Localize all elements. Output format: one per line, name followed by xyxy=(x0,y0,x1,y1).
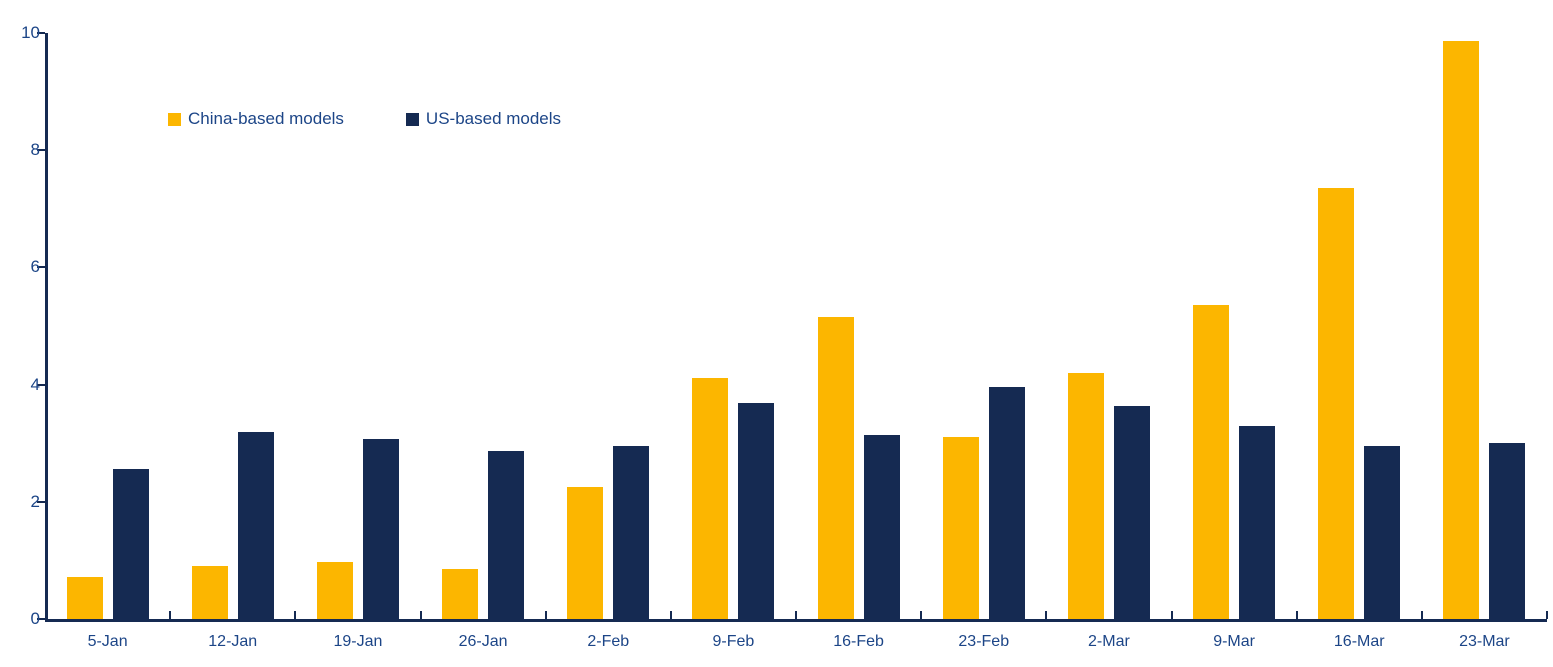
y-tick-mark xyxy=(37,500,45,503)
x-tick-mark xyxy=(1045,611,1048,619)
legend-label-china: China-based models xyxy=(188,109,344,128)
x-axis-tick-label: 2-Feb xyxy=(587,633,630,650)
x-axis-tick-label: 23-Feb xyxy=(958,633,1010,650)
bar-china-based-models-23-feb xyxy=(942,436,979,619)
x-axis-line xyxy=(45,619,1547,622)
y-tick-mark xyxy=(37,618,45,620)
legend-swatch-us-icon xyxy=(405,112,419,126)
x-axis-tick-label: 16-Feb xyxy=(833,633,884,650)
bar-us-based-models-16-mar xyxy=(1364,446,1401,619)
y-axis-tick-label: 8 xyxy=(30,140,40,160)
x-tick-mark xyxy=(1420,611,1423,619)
y-tick-mark xyxy=(37,32,45,34)
x-tick-mark xyxy=(1546,611,1548,619)
x-axis-tick-label: 2-Mar xyxy=(1088,633,1130,650)
bar-us-based-models-23-feb xyxy=(988,386,1025,619)
x-axis-tick-label: 23-Mar xyxy=(1459,633,1510,650)
y-axis-tick-label: 6 xyxy=(30,257,40,277)
bar-china-based-models-23-mar xyxy=(1443,40,1480,619)
bar-us-based-models-9-mar xyxy=(1239,426,1276,619)
bar-us-based-models-9-feb xyxy=(738,402,775,619)
bar-us-based-models-5-jan xyxy=(112,468,149,619)
bar-us-based-models-16-feb xyxy=(863,434,900,619)
y-tick-mark xyxy=(37,266,45,269)
bar-us-based-models-19-jan xyxy=(362,439,399,619)
chart-legend: China-based models US-based models xyxy=(168,109,561,129)
y-tick-mark xyxy=(37,149,45,152)
y-axis-line xyxy=(45,33,48,622)
bar-china-based-models-9-mar xyxy=(1193,304,1230,619)
x-axis-tick-label: 16-Mar xyxy=(1333,633,1385,650)
y-axis-tick-label: 10 xyxy=(21,23,40,42)
bar-china-based-models-26-jan xyxy=(442,569,479,619)
bar-us-based-models-2-mar xyxy=(1113,405,1150,619)
x-tick-mark xyxy=(920,611,923,619)
y-axis-tick-label: 2 xyxy=(30,491,40,511)
bar-us-based-models-12-jan xyxy=(237,432,274,619)
bar-china-based-models-12-jan xyxy=(191,566,228,619)
bar-china-based-models-2-mar xyxy=(1067,372,1104,619)
x-axis-tick-label: 26-Jan xyxy=(458,633,508,650)
y-axis-tick-label: 0 xyxy=(30,609,40,628)
bar-china-based-models-9-feb xyxy=(692,378,729,619)
bar-china-based-models-5-jan xyxy=(66,576,103,619)
x-axis-tick-label: 9-Mar xyxy=(1213,633,1255,650)
x-axis-tick-label: 9-Feb xyxy=(712,633,755,650)
x-tick-mark xyxy=(669,611,672,619)
bar-us-based-models-2-feb xyxy=(613,446,650,619)
x-axis-tick-label: 12-Jan xyxy=(208,633,258,650)
bar-china-based-models-16-mar xyxy=(1318,187,1355,619)
x-tick-mark xyxy=(1170,611,1173,619)
y-tick-mark xyxy=(37,383,45,386)
bar-us-based-models-26-jan xyxy=(488,450,525,619)
bar-china-based-models-16-feb xyxy=(817,317,854,619)
legend-item-us-based-models: US-based models xyxy=(405,109,562,129)
y-axis-tick-label: 4 xyxy=(30,374,40,394)
x-tick-mark xyxy=(795,611,797,619)
x-tick-mark xyxy=(419,611,422,619)
x-axis-tick-label: 19-Jan xyxy=(333,633,383,650)
x-tick-mark xyxy=(544,611,547,619)
bar-china-based-models-2-feb xyxy=(567,487,604,619)
legend-label-us: US-based models xyxy=(425,109,562,128)
x-tick-mark xyxy=(169,611,172,619)
legend-swatch-china-icon xyxy=(168,112,181,126)
bar-china-based-models-19-jan xyxy=(316,562,353,619)
bar-us-based-models-23-mar xyxy=(1489,443,1526,619)
x-tick-mark xyxy=(294,611,297,619)
x-axis-tick-label: 5-Jan xyxy=(87,633,128,650)
x-tick-mark xyxy=(1295,611,1298,619)
legend-item-china-based-models: China-based models xyxy=(168,109,344,129)
